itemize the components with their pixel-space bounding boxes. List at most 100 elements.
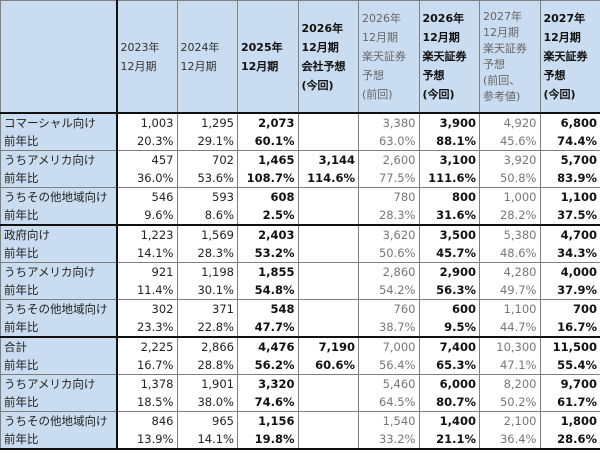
value-cell: 8,200: [479, 374, 541, 393]
table-row: 合計 2,225 2,866 4,476 7,190 7,000 7,400 10,300 11…: [0, 336, 600, 356]
value-cell: 111.6%: [418, 169, 480, 188]
value-cell: 4,280: [479, 262, 541, 281]
value-cell: 55.4%: [539, 356, 600, 375]
value-cell: 56.4%: [358, 356, 420, 375]
row-label: 前年比: [0, 318, 118, 338]
header-2025: 2025年 12月期: [237, 0, 299, 114]
value-cell: 44.7%: [479, 318, 541, 338]
value-cell: 45.7%: [418, 244, 480, 263]
table-row: うちアメリカ向け 457 702 1,465 3,144 2,600 3,100 3,920 5…: [0, 150, 600, 169]
value-cell: 2,225: [116, 336, 178, 356]
table-row-yoy: 前年比 23.3% 22.8% 47.7% 38.7% 9.5% 44.7% 16.7%: [0, 318, 600, 338]
value-cell: 9.5%: [418, 318, 480, 338]
row-label: 前年比: [0, 132, 118, 151]
value-cell: [297, 411, 359, 430]
value-cell: 4,000: [539, 262, 600, 281]
table-body: コマーシャル向け 1,003 1,295 2,073 3,380 3,900 4,920 6,…: [0, 112, 600, 450]
table-row: うちその他地域向け 302 371 548 760 600 1,100 700: [0, 299, 600, 318]
value-cell: [297, 262, 359, 281]
value-cell: 23.3%: [116, 318, 178, 338]
value-cell: 1,465: [237, 150, 299, 169]
header-2027-rakuten-prev: 2027年 12月期 楽天証券 予想 (前回、 参考値): [479, 0, 541, 114]
table-row: コマーシャル向け 1,003 1,295 2,073 3,380 3,900 4,920 6,…: [0, 112, 600, 132]
row-label: うちその他地域向け: [0, 299, 118, 318]
value-cell: 3,100: [418, 150, 480, 169]
header-label-cell: [0, 0, 118, 114]
value-cell: [297, 244, 359, 263]
value-cell: 11,500: [539, 336, 600, 356]
value-cell: 548: [237, 299, 299, 318]
row-label: うちその他地域向け: [0, 411, 118, 430]
value-cell: 371: [176, 299, 238, 318]
value-cell: [297, 224, 359, 244]
value-cell: [297, 299, 359, 318]
value-cell: 47.7%: [237, 318, 299, 338]
value-cell: 83.9%: [539, 169, 600, 188]
value-cell: 2,600: [358, 150, 420, 169]
value-cell: 2,100: [479, 411, 541, 430]
row-label: 前年比: [0, 281, 118, 300]
value-cell: 9.6%: [116, 206, 178, 226]
row-label: うちアメリカ向け: [0, 374, 118, 393]
value-cell: 50.2%: [479, 393, 541, 412]
value-cell: 88.1%: [418, 132, 480, 151]
value-cell: 77.5%: [358, 169, 420, 188]
value-cell: 3,620: [358, 224, 420, 244]
row-label: 前年比: [0, 356, 118, 375]
row-label: うちその他地域向け: [0, 187, 118, 206]
value-cell: 56.2%: [237, 356, 299, 375]
value-cell: 1,378: [116, 374, 178, 393]
value-cell: 60.1%: [237, 132, 299, 151]
value-cell: [297, 132, 359, 151]
value-cell: 800: [418, 187, 480, 206]
value-cell: 14.1%: [176, 430, 238, 450]
row-label: 前年比: [0, 169, 118, 188]
value-cell: 74.6%: [237, 393, 299, 412]
value-cell: 1,855: [237, 262, 299, 281]
value-cell: 7,190: [297, 336, 359, 356]
value-cell: 6,800: [539, 112, 600, 132]
value-cell: 54.2%: [358, 281, 420, 300]
value-cell: 2,866: [176, 336, 238, 356]
value-cell: 45.6%: [479, 132, 541, 151]
header-2026-rakuten-current: 2026年 12月期 楽天証券 予想 (今回): [418, 0, 480, 114]
value-cell: 7,000: [358, 336, 420, 356]
value-cell: 702: [176, 150, 238, 169]
row-label: 政府向け: [0, 224, 118, 244]
value-cell: 5,380: [479, 224, 541, 244]
value-cell: 28.3%: [176, 244, 238, 263]
header-2024: 2024年 12月期: [176, 0, 238, 114]
value-cell: 16.7%: [539, 318, 600, 338]
value-cell: 48.6%: [479, 244, 541, 263]
table-row-yoy: 前年比 20.3% 29.1% 60.1% 63.0% 88.1% 45.6% 74.4%: [0, 132, 600, 151]
value-cell: 457: [116, 150, 178, 169]
value-cell: 6,000: [418, 374, 480, 393]
table-row-yoy: 前年比 11.4% 30.1% 54.8% 54.2% 56.3% 49.7% 37.9%: [0, 281, 600, 300]
row-label: 前年比: [0, 393, 118, 412]
value-cell: 3,920: [479, 150, 541, 169]
table-row-yoy: 前年比 13.9% 14.1% 19.8% 33.2% 21.1% 36.4% 28.6%: [0, 430, 600, 450]
value-cell: 9,700: [539, 374, 600, 393]
value-cell: 2,900: [418, 262, 480, 281]
value-cell: 600: [418, 299, 480, 318]
value-cell: [297, 187, 359, 206]
value-cell: 760: [358, 299, 420, 318]
value-cell: 2,403: [237, 224, 299, 244]
value-cell: 36.4%: [479, 430, 541, 450]
value-cell: 700: [539, 299, 600, 318]
value-cell: 3,500: [418, 224, 480, 244]
value-cell: 5,460: [358, 374, 420, 393]
value-cell: [297, 112, 359, 132]
value-cell: 37.9%: [539, 281, 600, 300]
value-cell: 608: [237, 187, 299, 206]
value-cell: 80.7%: [418, 393, 480, 412]
header-2026-company-forecast: 2026年 12月期 会社予想 (今回): [297, 0, 359, 114]
value-cell: 33.2%: [358, 430, 420, 450]
value-cell: 22.8%: [176, 318, 238, 338]
value-cell: 54.8%: [237, 281, 299, 300]
value-cell: 14.1%: [116, 244, 178, 263]
value-cell: 7,400: [418, 336, 480, 356]
value-cell: 1,000: [479, 187, 541, 206]
value-cell: 1,295: [176, 112, 238, 132]
value-cell: 38.7%: [358, 318, 420, 338]
